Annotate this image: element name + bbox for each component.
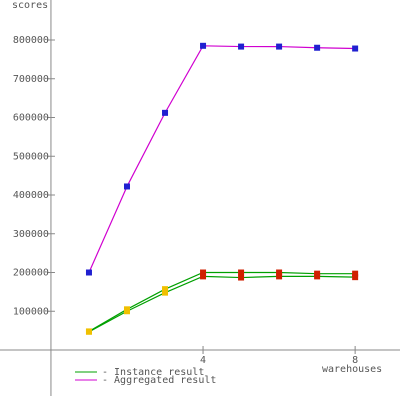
y-tick-label: 400000 (13, 190, 49, 201)
y-tick-label: 500000 (13, 151, 49, 162)
point (276, 269, 283, 276)
x-axis-label: warehouses (322, 364, 382, 375)
point (314, 44, 321, 51)
series-line (88, 275, 356, 333)
legend-label: - Instance result (102, 367, 204, 378)
point (238, 269, 245, 276)
y-tick-label: 300000 (13, 229, 49, 240)
series-line (88, 271, 356, 332)
point (276, 43, 283, 50)
point (123, 183, 130, 190)
x-tick-label: 8 (352, 355, 358, 366)
point (162, 109, 169, 116)
x-tick-label: 4 (200, 355, 206, 366)
point (238, 43, 245, 50)
y-tick-label: 100000 (13, 306, 49, 317)
y-tick-label: 800000 (13, 35, 49, 46)
point (200, 269, 207, 276)
point (85, 328, 92, 335)
point (352, 274, 359, 281)
y-tick-label: 600000 (13, 113, 49, 124)
point (162, 289, 169, 296)
point (123, 308, 130, 315)
point (352, 270, 359, 277)
point (238, 274, 245, 281)
point (85, 269, 92, 276)
point (352, 45, 359, 52)
point (276, 273, 283, 280)
y-axis-label: scores (12, 0, 48, 11)
y-tick-label: 200000 (13, 268, 49, 279)
point (162, 286, 169, 293)
series-line (88, 45, 356, 273)
point (200, 42, 207, 49)
legend-label: - Aggregated result (102, 375, 216, 386)
y-tick-label: 700000 (13, 74, 49, 85)
point (314, 273, 321, 280)
point (200, 273, 207, 280)
